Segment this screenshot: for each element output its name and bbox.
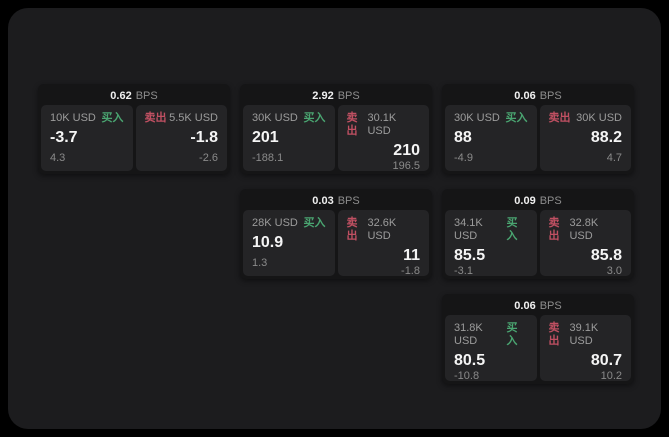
quote-card: 0.62 BPS 10K USD 买入 -3.7 4.3 卖出 5.5K USD bbox=[38, 84, 230, 174]
sell-change: 3.0 bbox=[606, 265, 622, 277]
bps-unit-label: BPS bbox=[337, 195, 360, 207]
bps-header: 0.09 BPS bbox=[445, 192, 631, 210]
bps-value: 0.06 bbox=[514, 300, 536, 312]
buy-change: 1.3 bbox=[252, 257, 268, 269]
bps-header: 2.92 BPS bbox=[243, 87, 429, 105]
buy-quote-panel[interactable]: 30K USD 买入 88 -4.9 bbox=[445, 105, 537, 171]
buy-change: -4.9 bbox=[454, 152, 473, 164]
sell-change: 196.5 bbox=[392, 160, 420, 172]
sell-change: 10.2 bbox=[600, 370, 622, 382]
buy-amount: 34.1K USD bbox=[454, 217, 483, 242]
sell-quote-panel[interactable]: 卖出 39.1K USD 80.7 10.2 bbox=[539, 315, 631, 382]
sell-side-label: 卖出 bbox=[548, 112, 571, 124]
sell-side-label: 卖出 bbox=[548, 322, 560, 347]
buy-quote-panel[interactable]: 28K USD 买入 10.9 1.3 bbox=[243, 210, 335, 276]
buy-amount: 10K USD bbox=[50, 112, 96, 124]
buy-side-label: 买入 bbox=[101, 112, 124, 124]
sell-price: 85.8 bbox=[590, 247, 622, 264]
quote-card: 0.09 BPS 34.1K USD 买入 85.5 -3.1 卖出 32.8K… bbox=[442, 189, 634, 279]
sell-amount: 32.8K USD bbox=[569, 217, 599, 242]
buy-quote-panel[interactable]: 30K USD 买入 201 -188.1 bbox=[243, 105, 335, 171]
bps-unit-label: BPS bbox=[539, 195, 562, 207]
quote-card: 2.92 BPS 30K USD 买入 201 -188.1 卖出 30.1K … bbox=[240, 84, 432, 174]
bps-unit-label: BPS bbox=[337, 90, 360, 102]
buy-side-label: 买入 bbox=[506, 217, 518, 242]
bps-header: 0.62 BPS bbox=[41, 87, 227, 105]
sell-price: 88.2 bbox=[590, 129, 622, 146]
buy-price: -3.7 bbox=[50, 129, 78, 146]
buy-change: -10.8 bbox=[454, 370, 480, 382]
buy-price: 85.5 bbox=[454, 247, 486, 264]
sell-change: -1.8 bbox=[401, 265, 420, 277]
quote-card: 0.06 BPS 30K USD 买入 88 -4.9 卖出 30K USD bbox=[442, 84, 634, 174]
sell-side-label: 卖出 bbox=[346, 217, 358, 242]
sell-quote-panel[interactable]: 卖出 5.5K USD -1.8 -2.6 bbox=[135, 105, 227, 171]
sell-amount: 39.1K USD bbox=[569, 322, 599, 347]
app-window: 0.62 BPS 10K USD 买入 -3.7 4.3 卖出 5.5K USD bbox=[8, 8, 661, 429]
sell-price: -1.8 bbox=[190, 129, 218, 146]
bps-header: 0.03 BPS bbox=[243, 192, 429, 210]
buy-amount: 31.8K USD bbox=[454, 322, 483, 347]
sell-price: 11 bbox=[403, 247, 420, 264]
bps-value: 0.03 bbox=[312, 195, 334, 207]
bps-header: 0.06 BPS bbox=[445, 297, 631, 315]
buy-change: -188.1 bbox=[252, 152, 284, 164]
buy-price: 88 bbox=[454, 129, 472, 146]
sell-amount: 30K USD bbox=[576, 112, 622, 124]
sell-quote-panel[interactable]: 卖出 30K USD 88.2 4.7 bbox=[539, 105, 631, 171]
sell-quote-panel[interactable]: 卖出 30.1K USD 210 196.5 bbox=[337, 105, 429, 172]
buy-side-label: 买入 bbox=[303, 217, 326, 229]
buy-price: 10.9 bbox=[252, 234, 284, 251]
buy-change: 4.3 bbox=[50, 152, 66, 164]
sell-price: 210 bbox=[393, 142, 420, 159]
bps-value: 0.09 bbox=[514, 195, 536, 207]
quote-card: 0.03 BPS 28K USD 买入 10.9 1.3 卖出 32.6K US… bbox=[240, 189, 432, 279]
sell-side-label: 卖出 bbox=[548, 217, 560, 242]
buy-price: 201 bbox=[252, 129, 279, 146]
bps-value: 0.06 bbox=[514, 90, 536, 102]
buy-amount: 28K USD bbox=[252, 217, 298, 229]
sell-side-label: 卖出 bbox=[144, 112, 167, 124]
bps-value: 2.92 bbox=[312, 90, 334, 102]
buy-change: -3.1 bbox=[454, 265, 473, 277]
bps-unit-label: BPS bbox=[135, 90, 158, 102]
buy-amount: 30K USD bbox=[252, 112, 298, 124]
sell-amount: 30.1K USD bbox=[367, 112, 397, 137]
sell-price: 80.7 bbox=[590, 352, 622, 369]
sell-amount: 5.5K USD bbox=[169, 112, 218, 124]
sell-quote-panel[interactable]: 卖出 32.8K USD 85.8 3.0 bbox=[539, 210, 631, 277]
buy-side-label: 买入 bbox=[505, 112, 528, 124]
sell-quote-panel[interactable]: 卖出 32.6K USD 11 -1.8 bbox=[337, 210, 429, 277]
bps-value: 0.62 bbox=[110, 90, 132, 102]
quote-card-grid: 0.62 BPS 10K USD 买入 -3.7 4.3 卖出 5.5K USD bbox=[38, 84, 634, 384]
buy-side-label: 买入 bbox=[303, 112, 326, 124]
buy-quote-panel[interactable]: 31.8K USD 买入 80.5 -10.8 bbox=[445, 315, 537, 382]
buy-price: 80.5 bbox=[454, 352, 486, 369]
bps-unit-label: BPS bbox=[539, 90, 562, 102]
quote-card: 0.06 BPS 31.8K USD 买入 80.5 -10.8 卖出 39.1… bbox=[442, 294, 634, 384]
buy-amount: 30K USD bbox=[454, 112, 500, 124]
sell-side-label: 卖出 bbox=[346, 112, 358, 137]
bps-unit-label: BPS bbox=[539, 300, 562, 312]
sell-change: -2.6 bbox=[199, 152, 218, 164]
bps-header: 0.06 BPS bbox=[445, 87, 631, 105]
buy-quote-panel[interactable]: 34.1K USD 买入 85.5 -3.1 bbox=[445, 210, 537, 277]
buy-quote-panel[interactable]: 10K USD 买入 -3.7 4.3 bbox=[41, 105, 133, 171]
sell-amount: 32.6K USD bbox=[367, 217, 397, 242]
buy-side-label: 买入 bbox=[506, 322, 518, 347]
sell-change: 4.7 bbox=[606, 152, 622, 164]
